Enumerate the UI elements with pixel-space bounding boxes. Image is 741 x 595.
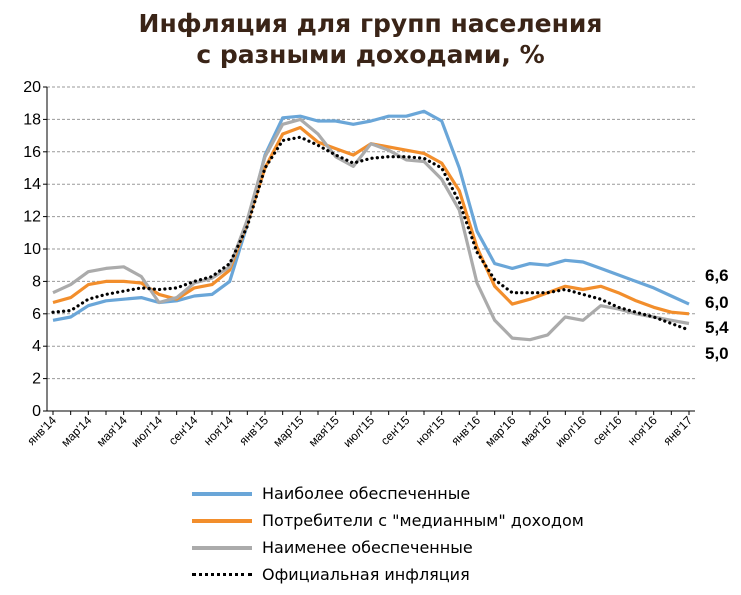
- x-tick-label: июл'15: [340, 413, 377, 450]
- y-tick-label: 10: [23, 241, 41, 258]
- x-tick-label: мая'14: [94, 413, 130, 449]
- x-tick-label: ноя'15: [413, 413, 448, 448]
- chart-title-line-1: Инфляция для групп населения: [138, 9, 603, 38]
- legend: Наиболее обеспеченные Потребители с "меди…: [192, 480, 584, 588]
- end-value-label: 6,6: [705, 266, 729, 285]
- x-tick-label: янв'15: [236, 413, 271, 448]
- legend-swatch: [192, 518, 252, 523]
- end-value-label: 5,0: [705, 344, 729, 363]
- chart-title-line-2: с разными доходами, %: [196, 40, 545, 69]
- series-line-3: [51, 135, 691, 332]
- y-tick-label: 2: [32, 371, 41, 388]
- legend-swatch: [192, 545, 252, 550]
- y-tick-label: 12: [23, 209, 41, 226]
- label-layer: 6,6 6,0 5,4 5,0: [705, 266, 729, 363]
- x-tick-label: мар'16: [482, 413, 518, 449]
- y-tick-label: 18: [23, 111, 41, 128]
- x-tick-label: сен'16: [590, 413, 625, 448]
- y-tick-label: 20: [23, 79, 41, 96]
- legend-item: Наиболее обеспеченные: [192, 480, 584, 507]
- end-value-label: 6,0: [705, 293, 729, 312]
- x-tick-label: ноя'16: [625, 413, 660, 448]
- chart-title: Инфляция для групп населения с разными д…: [0, 8, 741, 70]
- legend-label: Наиболее обеспеченные: [262, 484, 471, 503]
- legend-swatch: [192, 573, 252, 576]
- legend-label: Официальная инфляция: [262, 565, 470, 584]
- x-tick-label: июл'14: [128, 413, 165, 450]
- x-tick-label: сен'14: [166, 413, 201, 448]
- x-tick-label: сен'15: [378, 413, 413, 448]
- x-tick-label: янв'16: [448, 413, 483, 448]
- x-tick-label: мар'15: [270, 413, 306, 449]
- series-line-2: [52, 117, 690, 342]
- y-tick-label: 0: [32, 403, 41, 420]
- y-tick-label: 8: [32, 273, 41, 290]
- x-tick-label: янв'17: [660, 413, 695, 448]
- x-tick-label: мая'16: [518, 413, 554, 449]
- legend-swatch: [192, 491, 252, 496]
- x-tick-label: июл'16: [552, 413, 589, 450]
- y-tick-label: 4: [32, 338, 41, 355]
- legend-item: Наименее обеспеченные: [192, 534, 584, 561]
- x-tick-label: ноя'14: [201, 413, 236, 448]
- legend-label: Потребители с "медианным" доходом: [262, 511, 584, 530]
- y-tick-label: 6: [32, 306, 41, 323]
- y-tick-label: 14: [23, 176, 41, 193]
- legend-item: Потребители с "медианным" доходом: [192, 507, 584, 534]
- end-value-label: 5,4: [705, 318, 729, 337]
- grid-layer: [47, 86, 695, 380]
- legend-item: Официальная инфляция: [192, 561, 584, 588]
- x-tick-label: мар'14: [58, 413, 94, 449]
- y-tick-label: 16: [23, 144, 41, 161]
- x-tick-label: мая'15: [306, 413, 342, 449]
- series-layer: [51, 109, 691, 342]
- x-tick-label: янв'14: [24, 413, 59, 448]
- legend-label: Наименее обеспеченные: [262, 538, 473, 557]
